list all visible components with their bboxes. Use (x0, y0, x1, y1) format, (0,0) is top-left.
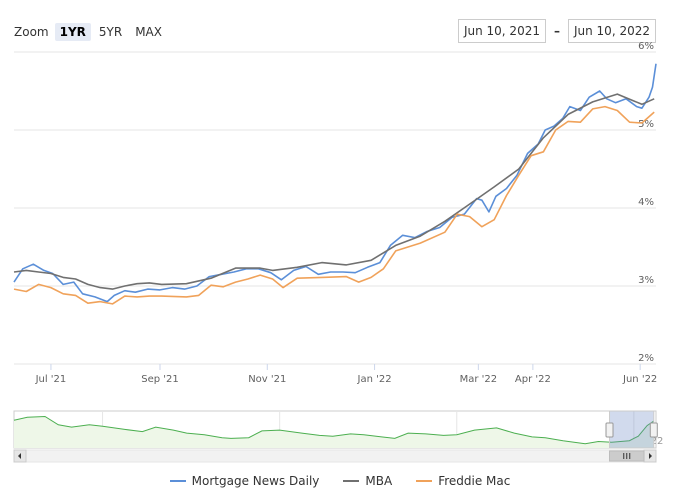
legend-label: MBA (365, 474, 393, 488)
legend-label: Freddie Mac (438, 474, 511, 488)
scroll-left-arrow-icon (18, 453, 21, 459)
zoom-max-button[interactable]: MAX (135, 25, 162, 39)
x-tick-label: Mar '22 (460, 374, 498, 385)
navigator-right-handle (649, 422, 658, 438)
legend-label: Mortgage News Daily (191, 474, 320, 488)
series-line-mba (13, 93, 655, 290)
zoom-1yr-button[interactable]: 1YR (54, 23, 91, 41)
y-tick-label: 2% (638, 353, 654, 364)
scrollbar-track (13, 449, 657, 463)
y-tick-label: 6% (638, 41, 654, 52)
legend-item-freddie-mac[interactable]: Freddie Mac (416, 474, 510, 488)
y-tick-label: 3% (638, 275, 654, 286)
legend: Mortgage News Daily MBA Freddie Mac (0, 474, 680, 488)
navigator-left-handle (605, 422, 614, 438)
x-tick-label: Jan '22 (357, 374, 392, 385)
x-tick-label: Nov '21 (248, 374, 286, 385)
legend-swatch (416, 480, 433, 482)
zoom-label: Zoom (14, 25, 49, 39)
x-tick-label: Jun '22 (622, 374, 657, 385)
range-to-input[interactable]: Jun 10, 2022 (567, 19, 656, 43)
legend-item-mortgage-news-daily[interactable]: Mortgage News Daily (169, 474, 320, 488)
y-tick-label: 4% (638, 197, 654, 208)
legend-swatch (343, 480, 360, 482)
series-line-freddie-mac (13, 105, 655, 305)
legend-swatch (169, 480, 186, 482)
date-range: Jun 10, 2021 – Jun 10, 2022 (457, 19, 656, 43)
series-line-mortgage-news-daily (13, 63, 657, 303)
zoom-5yr-button[interactable]: 5YR (98, 25, 123, 39)
x-tick-label: Jul '21 (35, 374, 67, 385)
zoom-bar: Zoom 1YR 5YR MAX (14, 22, 170, 42)
rate-chart: 2% 3% 4% 5% 6% Jul '21 Sep '21 Nov '21 Jan '22 Ma… (13, 41, 663, 463)
navigator-line (13, 415, 655, 445)
y-tick-label: 5% (638, 119, 654, 130)
x-tick-label: Apr '22 (515, 374, 551, 385)
navigator-selection (609, 410, 655, 449)
legend-item-mba[interactable]: MBA (343, 474, 392, 488)
navigator-area (14, 416, 654, 448)
range-from-input[interactable]: Jun 10, 2021 (457, 19, 546, 43)
range-separator: – (553, 24, 560, 38)
x-tick-label: Sep '21 (141, 374, 179, 385)
scroll-right-arrow-icon (649, 453, 652, 459)
